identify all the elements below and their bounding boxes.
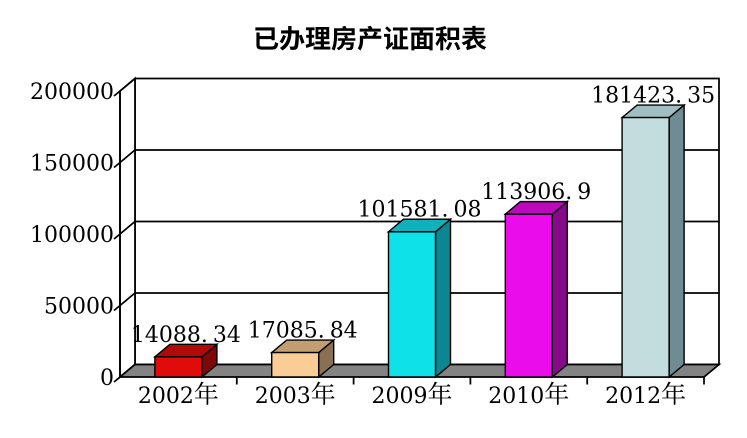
bar-face-front xyxy=(504,213,553,378)
bar-2002年 xyxy=(152,342,219,379)
category-label-cjk xyxy=(428,381,452,405)
data-label: 14088. 34 xyxy=(131,323,241,348)
bar-2003年 xyxy=(269,338,336,379)
title-glyph xyxy=(357,25,382,51)
y-tick xyxy=(113,220,136,240)
category-label-cjk xyxy=(194,381,218,405)
title-glyph xyxy=(255,27,279,50)
title-glyph xyxy=(410,27,434,51)
category-label: 2010 xyxy=(488,384,544,409)
data-label: 113906. 9 xyxy=(481,180,591,205)
category-label-cjk xyxy=(311,381,335,405)
category-label: 2009 xyxy=(372,384,428,409)
title-glyph xyxy=(305,27,331,50)
title-glyph xyxy=(384,26,409,50)
category-label: 2012 xyxy=(605,384,661,409)
bar-face-front xyxy=(387,231,437,378)
chart-title xyxy=(255,25,487,51)
title-glyph xyxy=(331,25,356,51)
y-axis-label: 100000 xyxy=(30,223,114,248)
y-axis-label: 150000 xyxy=(30,152,114,177)
data-label: 101581. 08 xyxy=(358,198,482,223)
bar-face-side xyxy=(668,103,685,379)
bar-face-side xyxy=(551,200,568,379)
title-glyph xyxy=(461,25,487,51)
bar-face-side xyxy=(434,217,452,379)
y-tick xyxy=(113,149,136,169)
title-glyph xyxy=(435,26,461,51)
bar-2012年 xyxy=(620,103,687,379)
y-axis-label: 200000 xyxy=(30,80,114,105)
category-label: 2002 xyxy=(138,384,194,409)
bar-face-front xyxy=(621,116,670,378)
bar-face-front xyxy=(154,356,203,378)
bar-2010年 xyxy=(503,200,570,379)
data-label: 17085. 84 xyxy=(248,319,358,344)
bar-face-front xyxy=(271,351,320,378)
y-tick xyxy=(113,292,136,312)
category-label-cjk xyxy=(545,381,569,405)
category-label: 2003 xyxy=(255,384,311,409)
bar-2009年 xyxy=(386,217,453,379)
category-label-cjk xyxy=(662,381,686,405)
title-glyph xyxy=(279,25,305,51)
data-label: 181423. 35 xyxy=(591,84,715,109)
y-axis-label: 50000 xyxy=(44,295,114,320)
y-axis-label: 0 xyxy=(100,366,114,391)
y-tick xyxy=(113,77,136,97)
